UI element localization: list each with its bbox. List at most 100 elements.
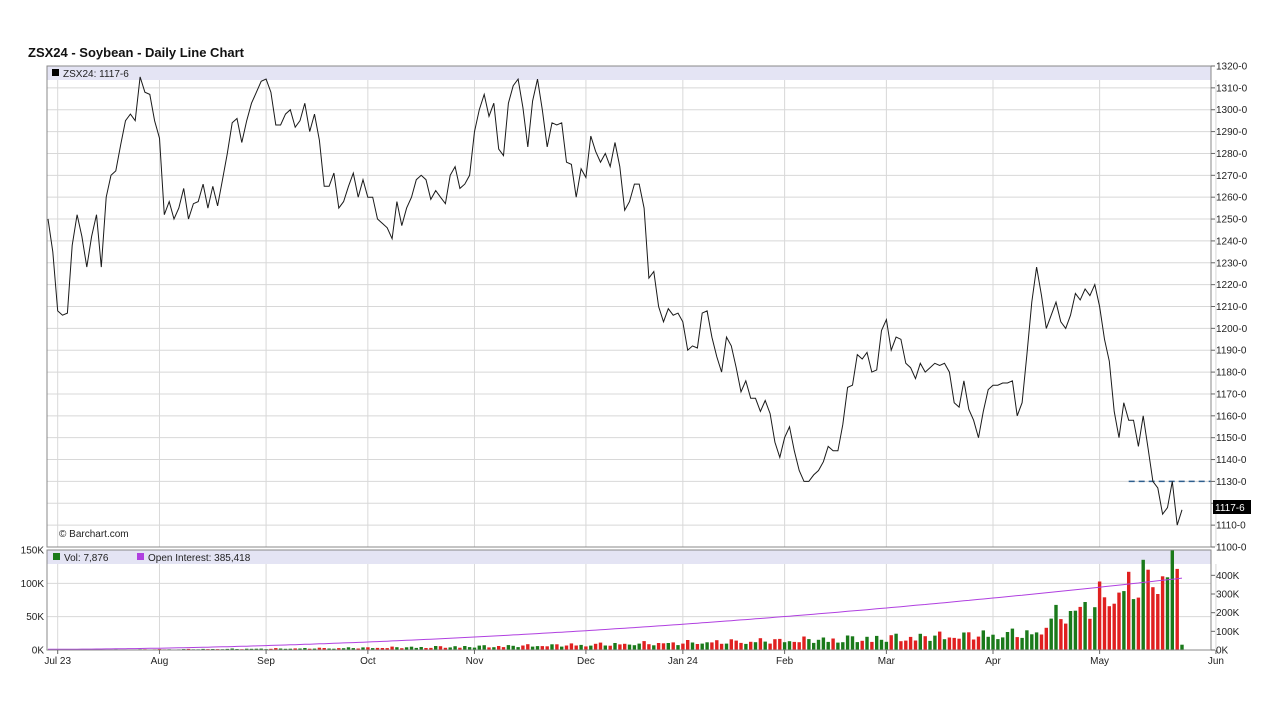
price-legend: ZSX24: 1117-6	[63, 69, 129, 80]
volume-bar	[1025, 630, 1029, 650]
volume-bar	[288, 648, 292, 650]
volume-bar	[560, 646, 564, 650]
volume-bar	[753, 642, 758, 650]
price-tick-label: 1250-0	[1216, 215, 1248, 226]
x-tick-label: May	[1090, 656, 1109, 667]
volume-bar	[545, 646, 549, 650]
volume-bar	[812, 642, 816, 650]
price-tick-label: 1170-0	[1216, 389, 1247, 400]
volume-bar	[826, 641, 830, 650]
volume-panel-frame	[46, 549, 1212, 651]
open-interest-axis: 0K 100K 200K 300K 400K	[1211, 571, 1240, 657]
volume-bar	[395, 647, 399, 650]
volume-bar	[739, 642, 743, 650]
volume-bar	[845, 635, 850, 650]
volume-bar	[511, 645, 515, 650]
volume-bar	[734, 640, 738, 650]
oi-legend-swatch	[137, 553, 144, 560]
chart-title: ZSX24 - Soybean - Daily Line Chart	[28, 45, 244, 60]
volume-bar	[947, 637, 952, 650]
volume-bar	[656, 643, 661, 650]
open-interest-line	[47, 577, 1183, 650]
volume-bar	[1107, 606, 1111, 650]
price-tick-label: 1260-0	[1216, 193, 1248, 204]
volume-bar	[792, 641, 796, 650]
volume-bar	[962, 632, 966, 650]
volume-bar	[860, 640, 864, 650]
copyright: © Barchart.com	[59, 529, 129, 540]
volume-bar	[245, 648, 249, 650]
volume-bar	[472, 647, 477, 650]
volume-bar	[424, 648, 428, 650]
volume-bar	[1131, 599, 1136, 650]
volume-bar	[254, 648, 259, 650]
volume-bar	[1015, 637, 1019, 650]
volume-bar	[686, 640, 690, 650]
volume-legend: Vol: 7,876	[64, 553, 109, 564]
volume-bar	[1010, 628, 1015, 650]
volume-bar	[836, 642, 840, 650]
volume-bar	[913, 640, 918, 650]
volume-bar	[758, 638, 763, 650]
volume-bar	[908, 636, 913, 650]
volume-bar	[429, 647, 433, 650]
volume-bar	[584, 646, 588, 650]
volume-bar	[1093, 607, 1097, 650]
volume-bar	[1068, 611, 1073, 650]
volume-bar	[308, 648, 312, 650]
volume-bar	[797, 642, 801, 650]
volume-bar	[768, 643, 772, 650]
volume-bar	[419, 647, 423, 650]
volume-bar	[1083, 602, 1087, 650]
volume-bar	[1102, 597, 1107, 650]
volume-bar	[186, 648, 191, 650]
volume-bar	[249, 648, 254, 650]
volume-bar	[899, 641, 903, 650]
volume-bar	[787, 641, 792, 650]
volume-bar	[225, 648, 229, 650]
volume-bar	[831, 638, 835, 650]
price-tick-label: 1210-0	[1216, 302, 1248, 313]
volume-bar	[889, 635, 893, 650]
volume-bar	[991, 634, 995, 650]
volume-bar	[1117, 592, 1121, 650]
volume-bar	[269, 648, 273, 650]
price-tick-label: 1230-0	[1216, 258, 1248, 269]
volume-bar	[642, 641, 646, 650]
last-price-label: 1117-6	[1215, 503, 1245, 514]
volume-bar	[865, 636, 869, 650]
volume-bar	[807, 639, 811, 650]
volume-bar	[850, 636, 855, 650]
volume-tick-label: 150K	[21, 546, 45, 557]
volume-bar	[938, 631, 942, 650]
volume-bar	[884, 641, 889, 650]
price-tick-label: 1150-0	[1216, 433, 1247, 444]
volume-bar	[322, 648, 326, 650]
volume-bar	[443, 647, 448, 650]
volume-bar	[526, 644, 530, 650]
vol-legend-swatch	[53, 553, 60, 560]
volume-bar	[341, 648, 346, 650]
volume-bar	[632, 645, 637, 650]
volume-bar	[400, 648, 404, 650]
volume-bar	[317, 647, 322, 650]
price-tick-label: 1290-0	[1216, 127, 1248, 138]
volume-bar	[1175, 568, 1179, 650]
volume-bar	[1030, 634, 1034, 650]
volume-bar	[676, 645, 680, 650]
volume-bar	[957, 638, 961, 650]
price-line	[47, 76, 1183, 526]
volume-bar	[283, 648, 288, 650]
volume-bar	[453, 646, 457, 650]
last-price-box	[1213, 500, 1251, 514]
price-grid	[47, 65, 1217, 548]
oi-tick-label: 200K	[1216, 608, 1240, 619]
price-tick-label: 1130-0	[1216, 477, 1247, 488]
volume-bar	[952, 637, 956, 650]
volume-bars	[46, 550, 1184, 650]
oi-tick-label: 300K	[1216, 590, 1240, 601]
price-tick-label: 1220-0	[1216, 280, 1248, 291]
volume-bar	[1122, 591, 1126, 650]
volume-bar	[729, 639, 733, 650]
